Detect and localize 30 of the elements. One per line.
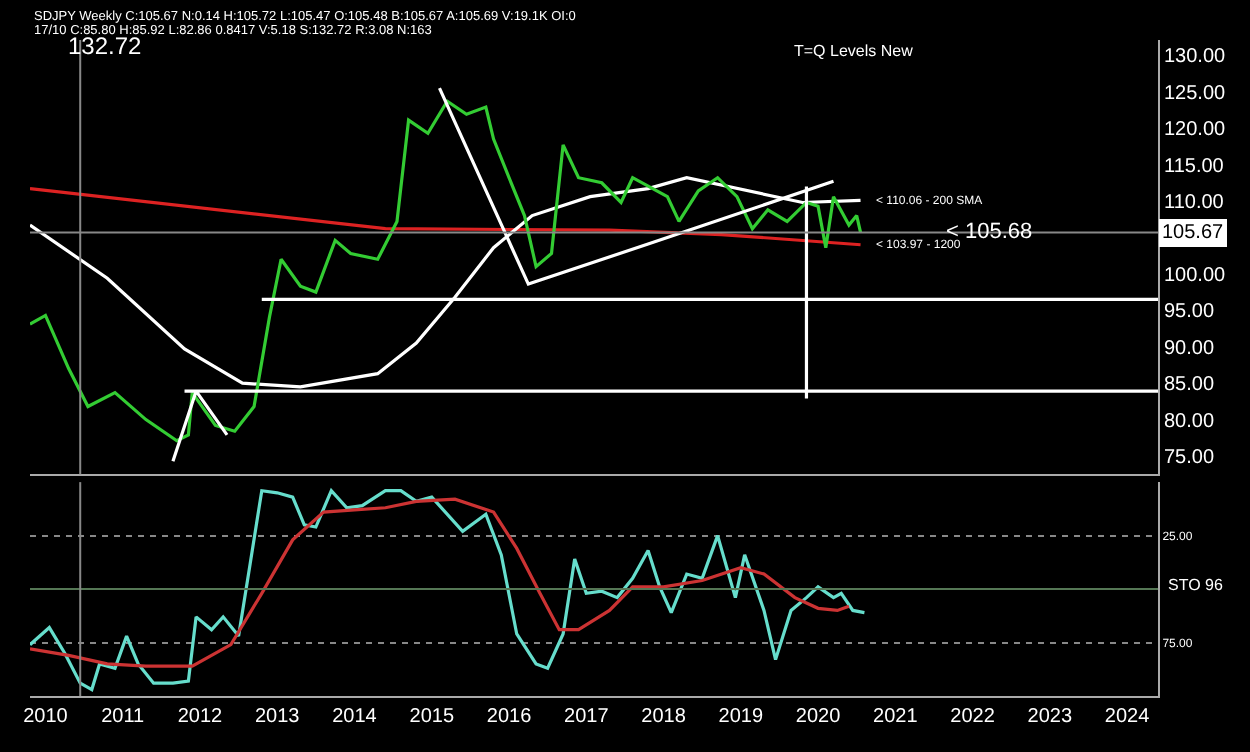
annotation: 132.72 (68, 32, 143, 60)
x-tick-label: 2010 (23, 706, 69, 728)
y-tick-label: 100.00 (1164, 264, 1227, 287)
y-tick-label: 130.00 (1164, 46, 1227, 69)
y-tick-label: 125.00 (1164, 82, 1227, 105)
y-tick-label: 110.00 (1164, 192, 1225, 215)
y-tick-label: 90.00 (1164, 337, 1215, 360)
y-tick-label: 115.00 (1164, 155, 1225, 178)
annotation: T=Q Levels New (794, 42, 914, 60)
x-tick-label: 2023 (1027, 706, 1073, 728)
x-tick-label: 2017 (564, 706, 610, 728)
x-tick-label: 2024 (1104, 706, 1151, 728)
x-tick-label: 2016 (486, 706, 533, 728)
x-tick-label: 2015 (409, 706, 455, 728)
ref-line-label: 105.67 (1162, 222, 1225, 244)
y-tick-label: 95.00 (1164, 301, 1215, 324)
text: STO 96 (1168, 576, 1224, 594)
x-tick-label: 2021 (873, 706, 919, 728)
y-tick-label: 85.00 (1164, 374, 1215, 397)
x-tick-label: 2019 (718, 706, 764, 728)
x-tick-label: 2022 (950, 706, 996, 728)
x-tick-label: 2020 (795, 706, 842, 728)
y-tick-label: 120.00 (1164, 119, 1227, 142)
x-tick-label: 2018 (641, 706, 687, 728)
x-tick-label: 2011 (101, 706, 146, 728)
y-tick-label: 80.00 (1164, 410, 1215, 433)
x-tick-label: 2014 (332, 706, 378, 728)
y-tick-label: 75.00 (1164, 447, 1215, 470)
x-tick-label: 2012 (177, 706, 224, 728)
x-tick-label: 2013 (254, 706, 301, 728)
